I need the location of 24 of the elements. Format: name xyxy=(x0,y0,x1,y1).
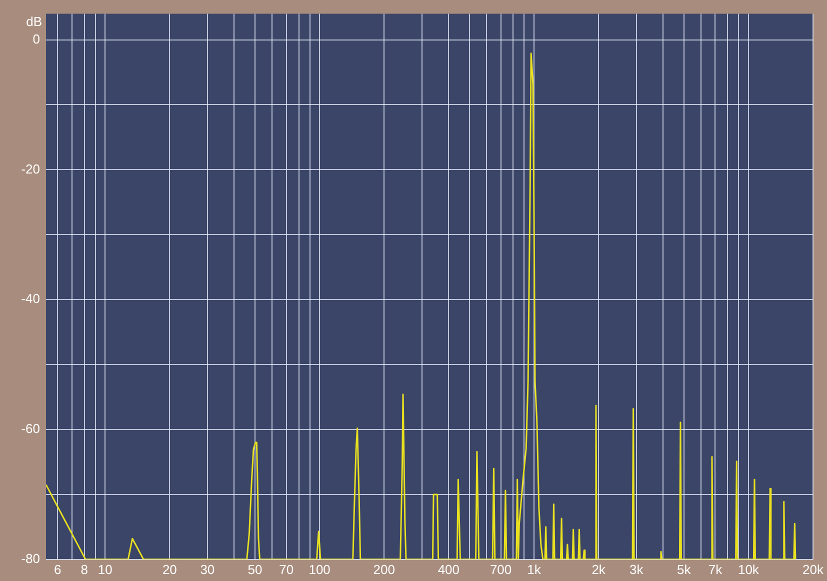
x-tick-label: 20 xyxy=(162,562,177,577)
y-tick-label: -20 xyxy=(21,161,40,176)
x-tick-label: 1k xyxy=(527,562,542,577)
x-tick-label: 10k xyxy=(738,562,760,577)
x-tick-label: 8 xyxy=(80,562,88,577)
x-tick-label: 400 xyxy=(438,562,460,577)
x-tick-label: 5k xyxy=(677,562,692,577)
y-tick-label: -60 xyxy=(21,421,40,436)
x-tick-label: 10 xyxy=(98,562,112,577)
x-tick-label: 70 xyxy=(279,562,294,577)
x-tick-label: 7k xyxy=(708,562,723,577)
x-tick-label: 30 xyxy=(200,562,215,577)
x-tick-label: 50 xyxy=(248,562,262,577)
x-tick-label: 3k xyxy=(629,562,644,577)
x-tick-label: 100 xyxy=(308,562,330,577)
x-tick-label: 20k xyxy=(802,562,824,577)
y-tick-label: -80 xyxy=(21,550,40,566)
x-tick-label: 2k xyxy=(592,562,606,577)
y-tick-label: 0 xyxy=(32,31,40,46)
y-axis-title: dB xyxy=(26,14,42,29)
x-tick-label: 6 xyxy=(54,562,62,577)
y-tick-label: -40 xyxy=(21,291,40,306)
x-tick-label: 700 xyxy=(490,562,512,577)
x-tick-label: 200 xyxy=(373,562,395,577)
